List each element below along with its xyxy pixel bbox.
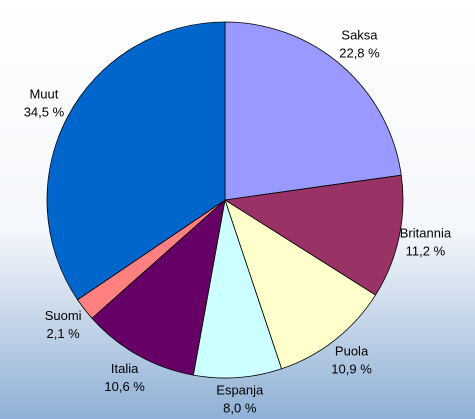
value-label: 2,1 % <box>47 326 81 341</box>
value-label: 8,0 % <box>223 400 257 415</box>
category-label: Saksa <box>341 28 378 43</box>
category-label: Suomi <box>45 308 82 323</box>
category-label: Muut <box>29 86 58 101</box>
value-label: 11,2 % <box>406 244 446 259</box>
labels: Saksa 22,8 % Britannia 11,2 % Puola 10,9 % Esp… <box>24 28 452 416</box>
slice <box>224 199 377 370</box>
category-label: Italia <box>111 361 139 376</box>
value-label: 10,9 % <box>331 362 372 377</box>
category-label: Puola <box>335 344 369 359</box>
slice <box>91 198 226 376</box>
slice <box>223 174 404 296</box>
value-label: 22,8 % <box>339 46 380 61</box>
pie <box>46 21 404 379</box>
slice <box>192 199 283 379</box>
slice <box>46 21 226 301</box>
category-label: Britannia <box>400 226 452 241</box>
slice <box>224 21 402 201</box>
value-label: 10,6 % <box>104 379 145 394</box>
value-label: 34,5 % <box>24 104 65 119</box>
category-label: Espanja <box>216 382 264 397</box>
